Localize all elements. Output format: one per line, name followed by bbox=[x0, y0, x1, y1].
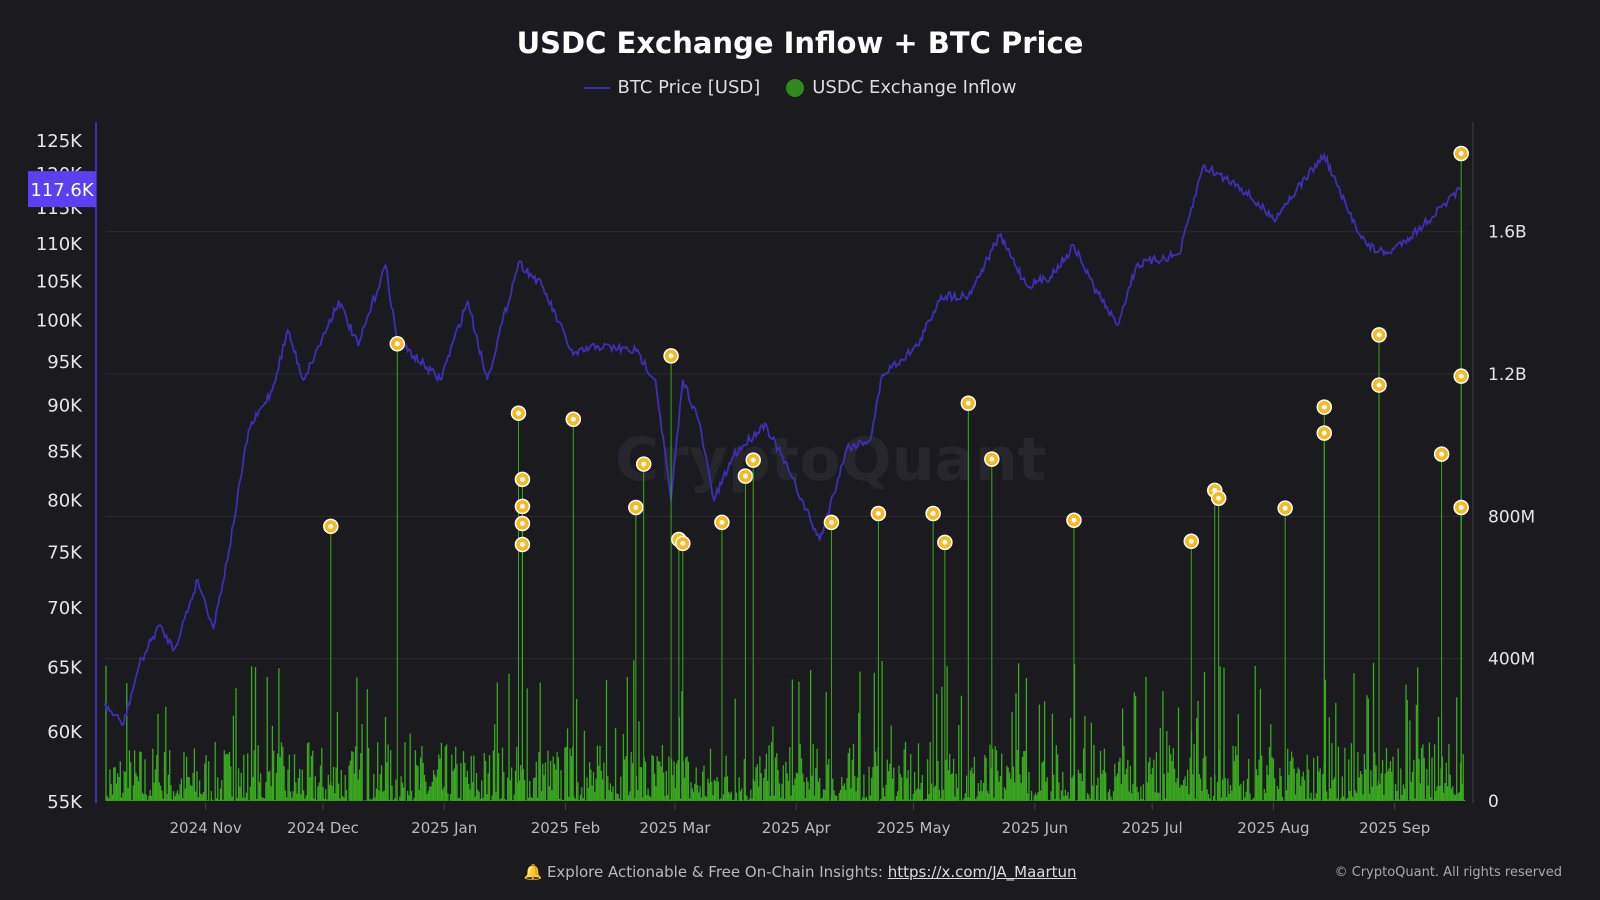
x-tick-label: 2025 Apr bbox=[762, 819, 832, 837]
marker-center bbox=[1282, 505, 1288, 511]
marker-center bbox=[1321, 430, 1327, 436]
x-tick-label: 2024 Nov bbox=[169, 819, 241, 837]
marker-center bbox=[1458, 150, 1464, 156]
x-tick-label: 2025 Jul bbox=[1122, 819, 1183, 837]
current-price-label: 117.6K bbox=[30, 180, 95, 201]
line-swatch-icon bbox=[583, 86, 610, 89]
marker-center bbox=[742, 473, 748, 479]
marker-center bbox=[942, 539, 948, 545]
marker-center bbox=[828, 519, 834, 525]
marker-center bbox=[719, 519, 725, 525]
marker-center bbox=[641, 461, 647, 467]
right-tick-label: 0 bbox=[1488, 792, 1499, 812]
right-tick-label: 1.6B bbox=[1488, 223, 1527, 243]
marker-center bbox=[1376, 332, 1382, 338]
marker-center bbox=[875, 511, 881, 517]
footer-link[interactable]: https://x.com/JA_Maartun bbox=[887, 863, 1077, 881]
left-tick-label: 55K bbox=[47, 792, 83, 813]
left-tick-label: 90K bbox=[47, 395, 83, 416]
marker-center bbox=[750, 457, 756, 463]
marker-center bbox=[965, 400, 971, 406]
watermark: CryptoQuant bbox=[615, 425, 1047, 495]
footer: 🔔 Explore Actionable & Free On-Chain Ins… bbox=[0, 863, 1600, 881]
legend-label: BTC Price [USD] bbox=[617, 77, 761, 98]
footer-text: Explore Actionable & Free On-Chain Insig… bbox=[546, 863, 888, 881]
marker-center bbox=[519, 520, 525, 526]
marker-center bbox=[989, 456, 995, 462]
x-tick-label: 2025 Mar bbox=[639, 819, 711, 837]
legend-item-inflow[interactable]: USDC Exchange Inflow bbox=[786, 77, 1016, 98]
marker-center bbox=[1458, 504, 1464, 510]
marker-center bbox=[1216, 495, 1222, 501]
legend-item-btc[interactable]: BTC Price [USD] bbox=[583, 77, 761, 98]
marker-center bbox=[668, 353, 674, 359]
marker-center bbox=[519, 476, 525, 482]
marker-center bbox=[633, 504, 639, 510]
left-tick-label: 110K bbox=[36, 234, 83, 255]
marker-center bbox=[1071, 517, 1077, 523]
marker-center bbox=[930, 511, 936, 517]
marker-center bbox=[570, 416, 576, 422]
marker-center bbox=[394, 341, 400, 347]
right-tick-label: 1.2B bbox=[1488, 365, 1527, 385]
marker-center bbox=[519, 503, 525, 509]
copyright: © CryptoQuant. All rights reserved bbox=[1334, 865, 1562, 880]
marker-center bbox=[1321, 404, 1327, 410]
current-price-badge bbox=[28, 171, 96, 208]
x-tick-label: 2025 Sep bbox=[1359, 819, 1430, 837]
left-tick-label: 85K bbox=[47, 442, 83, 463]
left-tick-label: 125K bbox=[36, 131, 83, 152]
marker-center bbox=[1188, 538, 1194, 544]
bell-icon: 🔔 bbox=[523, 863, 543, 881]
right-tick-label: 800M bbox=[1488, 507, 1535, 527]
chart-title: USDC Exchange Inflow + BTC Price bbox=[516, 26, 1084, 60]
marker-center bbox=[680, 540, 686, 546]
marker-center bbox=[519, 541, 525, 547]
left-tick-label: 100K bbox=[36, 311, 83, 332]
x-tick-label: 2025 Aug bbox=[1237, 819, 1309, 837]
left-tick-label: 60K bbox=[47, 722, 83, 743]
btc-price-line bbox=[103, 151, 1462, 727]
left-tick-label: 105K bbox=[36, 271, 83, 292]
left-tick-label: 95K bbox=[47, 352, 83, 373]
marker-center bbox=[516, 410, 522, 416]
x-tick-label: 2025 May bbox=[877, 819, 951, 837]
x-tick-label: 2025 Feb bbox=[531, 819, 601, 837]
dot-swatch-icon bbox=[786, 78, 805, 97]
x-tick-label: 2024 Dec bbox=[287, 819, 359, 837]
left-tick-label: 75K bbox=[47, 542, 83, 563]
legend-label: USDC Exchange Inflow bbox=[812, 77, 1017, 98]
marker-center bbox=[328, 523, 334, 529]
marker-center bbox=[1439, 451, 1445, 457]
left-tick-label: 70K bbox=[47, 598, 83, 619]
marker-center bbox=[1458, 373, 1464, 379]
right-tick-label: 400M bbox=[1488, 650, 1535, 670]
x-tick-label: 2025 Jun bbox=[1002, 819, 1068, 837]
marker-center bbox=[1376, 382, 1382, 388]
left-tick-label: 80K bbox=[47, 490, 83, 511]
x-tick-label: 2025 Jan bbox=[411, 819, 477, 837]
legend: BTC Price [USD] USDC Exchange Inflow bbox=[0, 77, 1600, 98]
left-tick-label: 65K bbox=[47, 657, 83, 678]
